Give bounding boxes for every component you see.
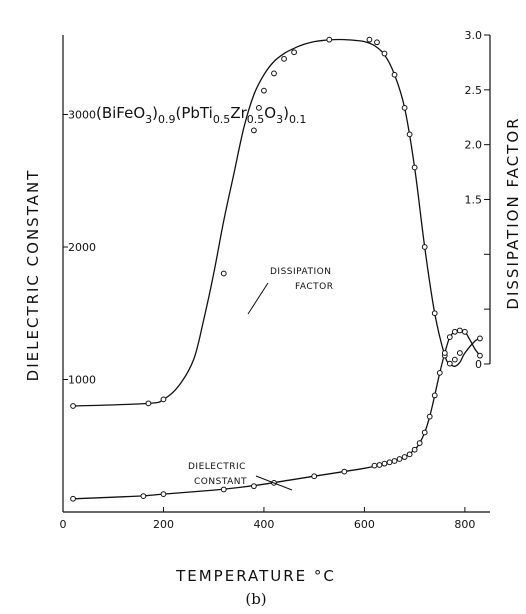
formula-part-11: 0.1 bbox=[289, 113, 307, 126]
marker-dielectric-constant-6 bbox=[311, 473, 318, 480]
formula-part-0: (BiFeO bbox=[96, 104, 145, 122]
marker-dielectric-constant-9 bbox=[376, 462, 383, 468]
y-left-tick-label-1: 2000 bbox=[68, 241, 96, 254]
marker-dielectric-constant-3 bbox=[220, 486, 227, 493]
marker-dielectric-constant-10 bbox=[381, 460, 388, 467]
formula-part-3: 0.9 bbox=[158, 113, 176, 126]
marker-dielectric-constant-2 bbox=[160, 491, 167, 498]
panel-label: (b) bbox=[245, 590, 266, 608]
marker-dissipation-factor-11 bbox=[366, 36, 373, 43]
marker-dielectric-constant-15 bbox=[406, 451, 413, 458]
marker-dielectric-constant-4 bbox=[250, 483, 257, 490]
y-right-tick-label-6: 3.0 bbox=[465, 29, 483, 42]
marker-dielectric-constant-23 bbox=[446, 334, 453, 341]
y-axis-title-left: DIELECTRIC CONSTANT bbox=[24, 169, 42, 382]
x-tick-label-4: 800 bbox=[454, 518, 475, 531]
formula-part-7: 0.5 bbox=[247, 113, 265, 126]
marker-dielectric-constant-25 bbox=[456, 327, 463, 334]
formula-part-1: 3 bbox=[145, 113, 152, 126]
marker-dielectric-constant-27 bbox=[477, 352, 483, 359]
marker-dielectric-constant-24 bbox=[451, 328, 458, 335]
tick-labels: 0 200 400 600 800 1000 2000 3000 0 1.5 2.0 2.5 3.0 bbox=[60, 29, 483, 531]
y-left-tick-label-2: 3000 bbox=[68, 109, 96, 122]
x-tick-label-0: 0 bbox=[60, 518, 67, 531]
marker-dissipation-factor-19 bbox=[431, 310, 438, 317]
marker-dielectric-constant-8 bbox=[371, 462, 378, 469]
marker-dissipation-factor-10 bbox=[326, 36, 333, 43]
marker-dielectric-constant-7 bbox=[341, 468, 348, 475]
marker-dissipation-factor-1 bbox=[145, 400, 152, 407]
marker-dissipation-factor-17 bbox=[411, 164, 418, 171]
axes bbox=[62, 34, 491, 513]
x-axis-title: TEMPERATURE °C bbox=[175, 567, 336, 585]
marker-dissipation-factor-23 bbox=[456, 350, 463, 356]
marker-dielectric-constant-19 bbox=[426, 413, 433, 420]
marker-dissipation-factor-5 bbox=[256, 104, 262, 111]
formula-part-8: O bbox=[264, 104, 276, 122]
formula-part-5: 0.5 bbox=[213, 113, 231, 126]
marker-dissipation-factor-7 bbox=[271, 70, 277, 77]
marker-dielectric-constant-22 bbox=[441, 350, 448, 356]
y-axis-title-right: DISSIPATION FACTOR bbox=[504, 116, 522, 309]
annotation-dielectric-constant: DIELECTRIC CONSTANT bbox=[188, 462, 293, 491]
x-tick-label-3: 600 bbox=[354, 518, 375, 531]
marker-dissipation-factor-3 bbox=[220, 270, 227, 277]
marker-dielectric-constant-21 bbox=[436, 369, 443, 376]
marker-dissipation-factor-6 bbox=[261, 87, 267, 94]
marker-dissipation-factor-15 bbox=[401, 104, 408, 111]
marker-dielectric-constant-0 bbox=[70, 495, 76, 502]
marker-dielectric-constant-13 bbox=[396, 456, 403, 462]
marker-dielectric-constant-17 bbox=[416, 440, 423, 447]
x-tick-label-1: 200 bbox=[153, 518, 174, 531]
annotation-dissipation-arrow bbox=[247, 282, 269, 315]
annotation-dielectric-line1: DIELECTRIC bbox=[188, 462, 246, 472]
annotation-dissipation-factor: DISSIPATION FACTOR bbox=[247, 267, 333, 315]
marker-dielectric-constant-16 bbox=[411, 446, 418, 453]
formula-part-4: (PbTi bbox=[176, 104, 213, 122]
marker-dielectric-constant-12 bbox=[391, 458, 398, 464]
y-left-tick-label-0: 1000 bbox=[68, 374, 96, 387]
marker-dissipation-factor-9 bbox=[291, 49, 297, 56]
annotation-dissipation-line2: FACTOR bbox=[295, 282, 333, 292]
marker-dissipation-factor-12 bbox=[374, 39, 380, 46]
marker-dissipation-factor-2 bbox=[160, 396, 167, 403]
marker-dielectric-constant-11 bbox=[386, 459, 393, 466]
chart-formula-label: (BiFeO3)0.9(PbTi0.5Zr0.5O3)0.1 bbox=[96, 104, 306, 126]
y-right-tick-label-4: 2.0 bbox=[465, 139, 483, 152]
marker-dielectric-constant-20 bbox=[431, 392, 438, 399]
data-markers bbox=[70, 36, 483, 502]
annotation-dielectric-arrow bbox=[255, 475, 293, 491]
y-right-tick-label-5: 2.5 bbox=[465, 84, 483, 97]
marker-dissipation-factor-24 bbox=[477, 335, 483, 342]
marker-dissipation-factor-14 bbox=[391, 71, 398, 78]
marker-dissipation-factor-8 bbox=[281, 55, 287, 62]
curve-dielectric-constant bbox=[72, 329, 481, 500]
marker-dissipation-factor-18 bbox=[421, 244, 428, 250]
marker-dielectric-constant-26 bbox=[461, 328, 468, 335]
marker-dielectric-constant-1 bbox=[140, 493, 147, 500]
formula-part-9: 3 bbox=[276, 113, 283, 126]
marker-dielectric-constant-18 bbox=[421, 429, 428, 436]
formula-part-2: ) bbox=[152, 104, 158, 122]
marker-dissipation-factor-4 bbox=[250, 127, 257, 134]
formula-part-10: ) bbox=[283, 104, 289, 122]
marker-dissipation-factor-22 bbox=[451, 356, 458, 363]
y-right-tick-label-3: 1.5 bbox=[465, 193, 483, 206]
annotation-dissipation-line1: DISSIPATION bbox=[270, 267, 331, 277]
marker-dissipation-factor-13 bbox=[381, 50, 388, 57]
marker-dissipation-factor-16 bbox=[406, 131, 413, 138]
annotation-dielectric-line2: CONSTANT bbox=[194, 477, 247, 487]
formula-part-6: Zr bbox=[230, 104, 247, 122]
marker-dissipation-factor-21 bbox=[446, 360, 453, 367]
curve-dissipation-factor bbox=[72, 38, 481, 407]
marker-dielectric-constant-14 bbox=[401, 454, 408, 460]
marker-dissipation-factor-0 bbox=[70, 403, 76, 409]
y-right-tick-label-0: 0 bbox=[475, 358, 482, 371]
x-tick-label-2: 400 bbox=[253, 518, 274, 531]
